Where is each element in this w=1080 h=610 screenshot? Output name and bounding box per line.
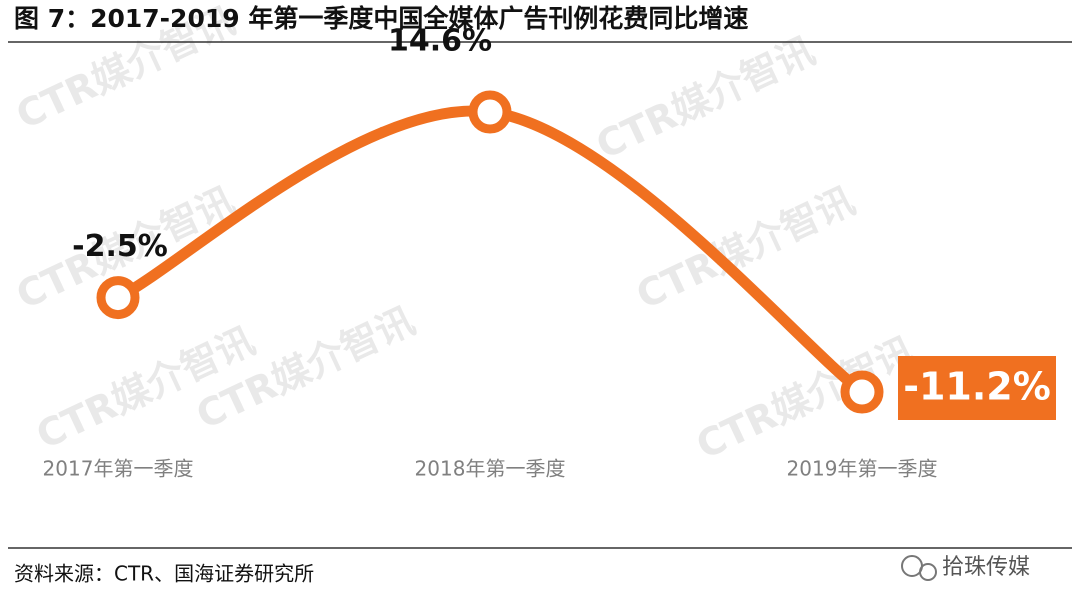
watermark: CTR媒介智讯 bbox=[690, 328, 922, 467]
x-tick-label: 2017年第一季度 bbox=[43, 457, 194, 481]
data-label: 14.6% bbox=[388, 24, 492, 59]
brand-mark: 拾珠传媒 bbox=[901, 555, 1030, 581]
point bbox=[840, 370, 884, 414]
data-label: -11.2% bbox=[903, 365, 1051, 409]
label-box bbox=[898, 356, 1056, 420]
brand-icon bbox=[919, 563, 937, 581]
brand-icon bbox=[901, 555, 923, 577]
source-note: 资料来源：CTR、国海证券研究所 bbox=[14, 562, 314, 586]
x-tick-label: 2019年第一季度 bbox=[787, 457, 938, 481]
chart-title: 图 7：2017-2019 年第一季度中国全媒体广告刊例花费同比增速 bbox=[14, 4, 748, 33]
watermark: CTR媒介智讯 bbox=[630, 178, 862, 317]
point bbox=[468, 90, 512, 134]
brand-text: 拾珠传媒 bbox=[942, 555, 1030, 580]
point bbox=[96, 276, 140, 320]
x-tick-label: 2018年第一季度 bbox=[415, 457, 566, 481]
data-label: -2.5% bbox=[72, 229, 168, 264]
watermark: CTR媒介智讯 bbox=[590, 28, 822, 167]
